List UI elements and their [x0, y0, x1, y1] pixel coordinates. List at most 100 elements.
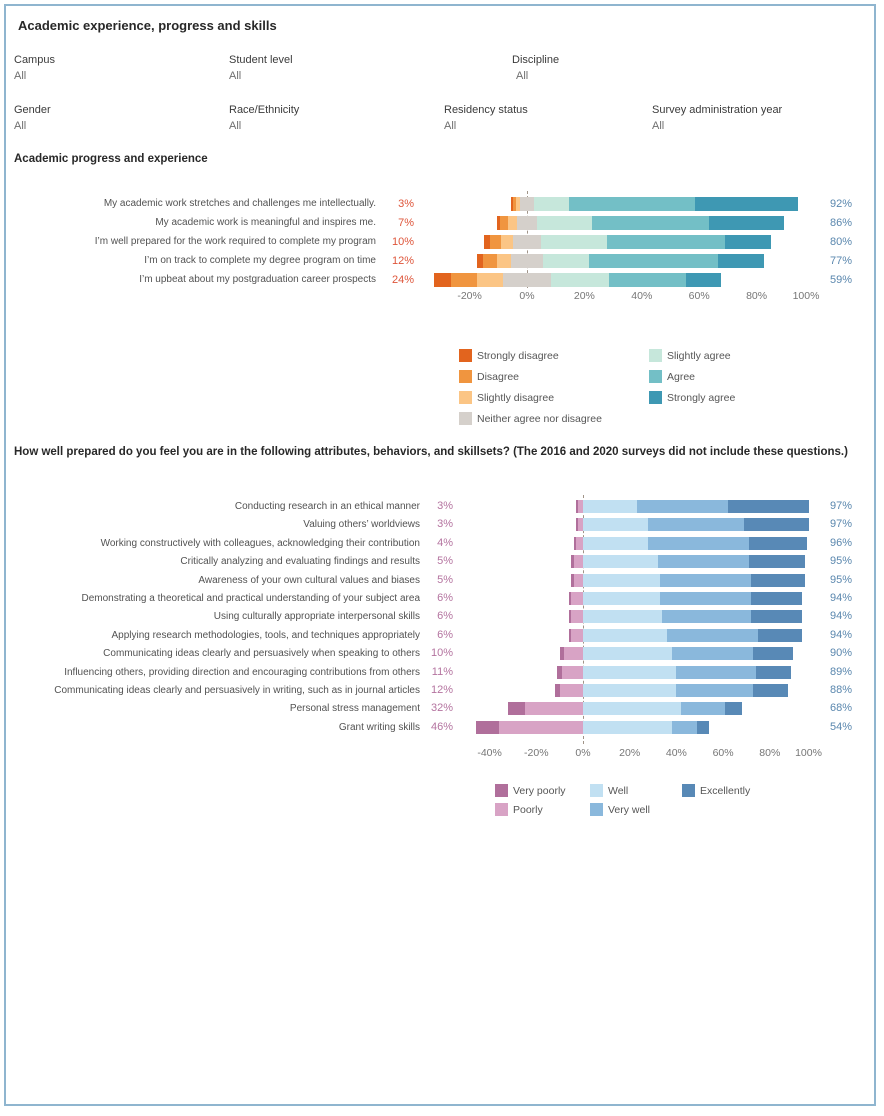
- legend-item-excellently[interactable]: Excellently: [682, 784, 750, 797]
- segment-strongly-disagree[interactable]: [483, 235, 490, 249]
- filter-campus-value[interactable]: All: [14, 70, 27, 82]
- segment-very-poorly[interactable]: [575, 518, 579, 531]
- segment-very-poorly[interactable]: [568, 610, 572, 623]
- segment-poorly[interactable]: [524, 702, 583, 715]
- segment-poorly[interactable]: [571, 610, 583, 623]
- segment-disagree[interactable]: [450, 273, 477, 287]
- segment-disagree[interactable]: [499, 216, 509, 230]
- legend-item-well[interactable]: Well: [590, 784, 628, 797]
- segment-very-well[interactable]: [660, 574, 752, 587]
- segment-slightly-agree[interactable]: [542, 254, 589, 268]
- segment-well[interactable]: [583, 702, 682, 715]
- segment-excellently[interactable]: [753, 684, 789, 697]
- filter-student-level-value[interactable]: All: [229, 70, 242, 82]
- filter-survey-year-value[interactable]: All: [652, 120, 665, 132]
- segment-well[interactable]: [583, 555, 658, 568]
- segment-poorly[interactable]: [573, 555, 583, 568]
- segment-agree[interactable]: [568, 197, 695, 211]
- segment-poorly[interactable]: [573, 574, 583, 587]
- segment-very-poorly[interactable]: [554, 684, 560, 697]
- segment-very-well[interactable]: [676, 666, 756, 679]
- segment-poorly[interactable]: [561, 666, 583, 679]
- legend-item-slightly-disagree[interactable]: Slightly disagree: [459, 391, 554, 404]
- segment-very-well[interactable]: [636, 500, 728, 513]
- segment-slightly-disagree[interactable]: [508, 216, 517, 230]
- segment-slightly-agree[interactable]: [537, 216, 592, 230]
- segment-neither-agree-nor-disagree[interactable]: [516, 216, 538, 230]
- segment-poorly[interactable]: [559, 684, 583, 697]
- segment-poorly[interactable]: [564, 647, 583, 660]
- segment-slightly-disagree[interactable]: [501, 235, 513, 249]
- segment-strongly-agree[interactable]: [717, 254, 764, 268]
- segment-very-poorly[interactable]: [571, 574, 574, 587]
- segment-well[interactable]: [583, 647, 672, 660]
- segment-agree[interactable]: [607, 235, 726, 249]
- segment-well[interactable]: [583, 666, 677, 679]
- segment-excellently[interactable]: [744, 518, 810, 531]
- legend-item-neither-agree-nor-disagree[interactable]: Neither agree nor disagree: [459, 412, 602, 425]
- segment-excellently[interactable]: [727, 500, 810, 513]
- segment-very-poorly[interactable]: [508, 702, 525, 715]
- segment-poorly[interactable]: [578, 500, 583, 513]
- segment-very-well[interactable]: [671, 647, 754, 660]
- segment-strongly-disagree[interactable]: [476, 254, 483, 268]
- segment-strongly-agree[interactable]: [709, 216, 784, 230]
- segment-strongly-disagree[interactable]: [511, 197, 513, 211]
- segment-very-poorly[interactable]: [559, 647, 565, 660]
- segment-excellently[interactable]: [748, 537, 808, 550]
- segment-very-poorly[interactable]: [571, 555, 574, 568]
- segment-strongly-agree[interactable]: [725, 235, 771, 249]
- segment-very-well[interactable]: [676, 684, 754, 697]
- filter-discipline-value[interactable]: All: [516, 70, 529, 82]
- segment-well[interactable]: [583, 610, 663, 623]
- segment-well[interactable]: [583, 592, 661, 605]
- segment-strongly-agree[interactable]: [694, 197, 799, 211]
- segment-very-poorly[interactable]: [475, 721, 499, 734]
- segment-well[interactable]: [583, 629, 668, 642]
- segment-poorly[interactable]: [498, 721, 583, 734]
- segment-agree[interactable]: [608, 273, 687, 287]
- segment-strongly-agree[interactable]: [686, 273, 721, 287]
- segment-excellently[interactable]: [755, 666, 791, 679]
- legend-item-strongly-agree[interactable]: Strongly agree: [649, 391, 735, 404]
- segment-well[interactable]: [583, 518, 649, 531]
- segment-very-well[interactable]: [681, 702, 726, 715]
- segment-excellently[interactable]: [758, 629, 803, 642]
- segment-well[interactable]: [583, 500, 637, 513]
- segment-excellently[interactable]: [751, 574, 805, 587]
- segment-very-well[interactable]: [662, 610, 752, 623]
- segment-very-well[interactable]: [648, 537, 749, 550]
- segment-agree[interactable]: [591, 216, 710, 230]
- legend-item-very-well[interactable]: Very well: [590, 803, 650, 816]
- segment-well[interactable]: [583, 721, 672, 734]
- segment-poorly[interactable]: [571, 592, 583, 605]
- segment-slightly-agree[interactable]: [534, 197, 569, 211]
- legend-item-disagree[interactable]: Disagree: [459, 370, 519, 383]
- segment-agree[interactable]: [588, 254, 718, 268]
- filter-residency-status-value[interactable]: All: [444, 120, 457, 132]
- legend-item-very-poorly[interactable]: Very poorly: [495, 784, 566, 797]
- segment-very-poorly[interactable]: [557, 666, 562, 679]
- segment-well[interactable]: [583, 537, 649, 550]
- segment-strongly-disagree[interactable]: [433, 273, 451, 287]
- segment-slightly-agree[interactable]: [551, 273, 609, 287]
- segment-disagree[interactable]: [489, 235, 502, 249]
- segment-excellently[interactable]: [748, 555, 805, 568]
- segment-very-poorly[interactable]: [568, 629, 572, 642]
- segment-disagree[interactable]: [482, 254, 497, 268]
- segment-very-well[interactable]: [660, 592, 752, 605]
- segment-neither-agree-nor-disagree[interactable]: [512, 235, 542, 249]
- segment-slightly-disagree[interactable]: [496, 254, 512, 268]
- segment-neither-agree-nor-disagree[interactable]: [511, 254, 543, 268]
- segment-poorly[interactable]: [578, 518, 583, 531]
- legend-item-poorly[interactable]: Poorly: [495, 803, 543, 816]
- legend-item-agree[interactable]: Agree: [649, 370, 695, 383]
- segment-slightly-disagree[interactable]: [476, 273, 503, 287]
- segment-well[interactable]: [583, 574, 661, 587]
- segment-excellently[interactable]: [697, 721, 710, 734]
- segment-very-poorly[interactable]: [573, 537, 576, 550]
- legend-item-slightly-agree[interactable]: Slightly agree: [649, 349, 731, 362]
- segment-poorly[interactable]: [575, 537, 583, 550]
- segment-slightly-disagree[interactable]: [515, 197, 520, 211]
- segment-very-poorly[interactable]: [575, 500, 579, 513]
